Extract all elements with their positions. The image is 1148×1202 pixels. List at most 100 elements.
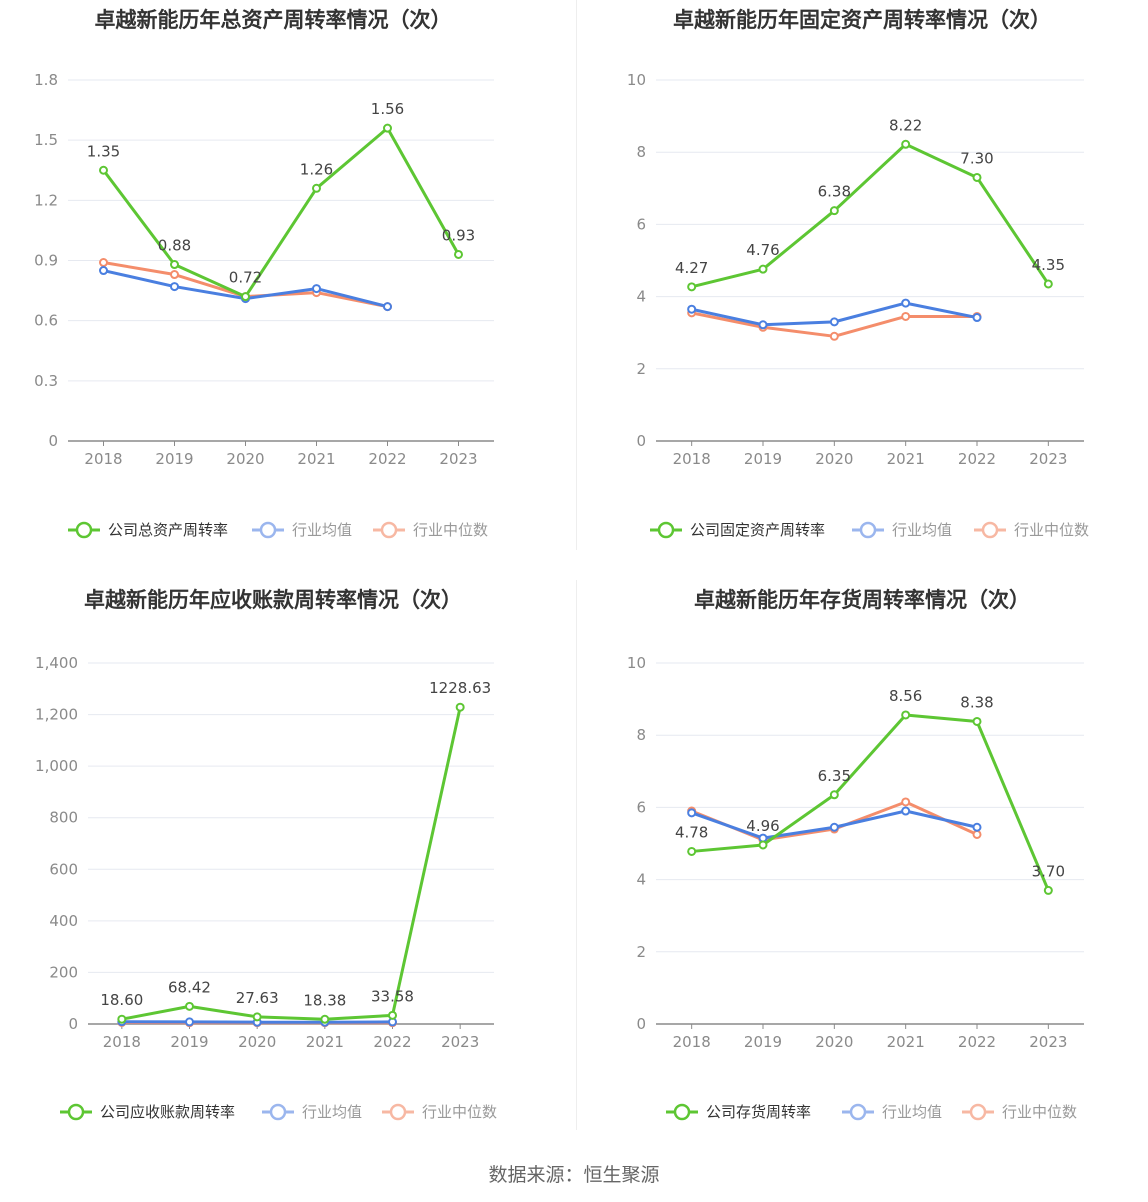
x-tick-label: 2020	[815, 1033, 853, 1051]
median-data-point[interactable]	[829, 331, 839, 341]
y-tick-label: 2	[636, 360, 646, 378]
company-data-point[interactable]	[829, 206, 839, 216]
y-tick-label: 0.3	[34, 372, 58, 390]
company-data-point[interactable]	[1043, 885, 1053, 895]
legend-label-company[interactable]: 公司总资产周转率	[108, 521, 228, 539]
divider-bottom	[576, 580, 577, 1130]
legend-label-avg[interactable]: 行业均值	[892, 521, 952, 539]
company-data-point[interactable]	[901, 710, 911, 720]
legend-marker-avg[interactable]	[859, 521, 877, 539]
y-tick-label: 400	[49, 912, 78, 930]
y-tick-label: 800	[49, 809, 78, 827]
y-tick-label: 1.2	[34, 191, 58, 209]
median-data-point[interactable]	[901, 797, 911, 807]
legend-label-company[interactable]: 公司存货周转率	[706, 1103, 811, 1121]
avg-data-point[interactable]	[99, 266, 108, 276]
data-source: 数据来源：恒生聚源	[488, 1164, 660, 1186]
y-tick-label: 10	[627, 654, 646, 672]
avg-data-point[interactable]	[687, 808, 697, 818]
x-tick-label: 2018	[673, 1033, 711, 1051]
median-data-point[interactable]	[170, 270, 179, 280]
company-data-point[interactable]	[758, 840, 768, 850]
legend-marker-median[interactable]	[969, 1103, 987, 1121]
legend-marker-avg[interactable]	[849, 1103, 867, 1121]
x-tick-label: 2020	[226, 450, 264, 468]
company-data-point[interactable]	[320, 1014, 330, 1024]
chart-title: 卓越新能历年总资产周转率情况（次）	[95, 8, 452, 32]
company-data-point[interactable]	[901, 139, 911, 149]
company-data-point[interactable]	[687, 846, 697, 856]
y-tick-label: 0	[48, 432, 58, 450]
legend-label-median[interactable]: 行业中位数	[1014, 521, 1089, 539]
avg-data-point[interactable]	[901, 806, 911, 816]
legend-label-median[interactable]: 行业中位数	[422, 1103, 497, 1121]
y-tick-label: 0	[636, 1015, 646, 1033]
company-data-point[interactable]	[170, 260, 179, 270]
y-tick-label: 6	[636, 215, 646, 233]
avg-data-point[interactable]	[829, 317, 839, 327]
company-data-point[interactable]	[383, 123, 392, 133]
legend-label-median[interactable]: 行业中位数	[413, 521, 488, 539]
data-label: 8.56	[889, 687, 922, 705]
company-data-point[interactable]	[312, 183, 321, 193]
legend-marker-company[interactable]	[67, 1103, 85, 1121]
avg-data-point[interactable]	[170, 282, 179, 292]
legend-label-company[interactable]: 公司应收账款周转率	[100, 1103, 235, 1121]
company-data-point[interactable]	[185, 1001, 194, 1011]
company-data-point[interactable]	[758, 264, 768, 274]
avg-data-point[interactable]	[383, 302, 392, 312]
legend-marker-median[interactable]	[389, 1103, 407, 1121]
avg-data-point[interactable]	[312, 284, 321, 294]
median-data-point[interactable]	[99, 258, 108, 268]
legend-label-avg[interactable]: 行业均值	[302, 1103, 362, 1121]
median-data-point[interactable]	[972, 829, 982, 839]
legend-label-avg[interactable]: 行业均值	[292, 521, 352, 539]
data-label: 27.63	[236, 989, 279, 1007]
company-data-point[interactable]	[687, 282, 697, 292]
y-tick-label: 1.5	[34, 131, 58, 149]
legend-label-median[interactable]: 行业中位数	[1002, 1103, 1077, 1121]
legend-label-company[interactable]: 公司固定资产周转率	[690, 521, 825, 539]
data-label: 1.26	[300, 160, 333, 178]
avg-data-point[interactable]	[185, 1017, 194, 1027]
legend-marker-median[interactable]	[380, 521, 398, 539]
legend-marker-company[interactable]	[75, 521, 93, 539]
data-label: 18.60	[100, 991, 143, 1009]
chart-inventory-turnover: 卓越新能历年存货周转率情况（次） 0 2 4 6 8 10 2018 2019 2020 2021 2…	[574, 580, 1148, 1160]
avg-data-point[interactable]	[901, 298, 911, 308]
x-tick-label: 2019	[744, 450, 782, 468]
avg-data-point[interactable]	[972, 822, 982, 832]
company-data-point[interactable]	[241, 292, 250, 302]
company-data-point[interactable]	[99, 165, 108, 175]
company-data-point[interactable]	[252, 1012, 262, 1022]
company-data-point[interactable]	[1043, 279, 1053, 289]
company-data-point[interactable]	[972, 172, 982, 182]
x-tick-label: 2020	[238, 1033, 276, 1051]
company-data-point[interactable]	[454, 249, 463, 259]
chart-fixed-asset-turnover: 卓越新能历年固定资产周转率情况（次） 0 2 4 6 8 10 2018 2019 2020 202…	[574, 0, 1148, 580]
company-data-point[interactable]	[117, 1014, 127, 1024]
chart-total-asset-turnover: 卓越新能历年总资产周转率情况（次） 0 0.3 0.6 0.9 1.2 1.5 1.8 2018…	[0, 0, 574, 580]
company-data-point[interactable]	[455, 702, 465, 712]
data-label: 4.96	[746, 817, 779, 835]
legend-label-avg[interactable]: 行业均值	[882, 1103, 942, 1121]
data-label: 33.58	[371, 987, 414, 1005]
avg-data-point[interactable]	[758, 320, 768, 330]
legend-marker-company[interactable]	[657, 521, 675, 539]
x-tick-label: 2022	[958, 450, 996, 468]
legend-marker-median[interactable]	[981, 521, 999, 539]
legend-marker-company[interactable]	[673, 1103, 691, 1121]
data-label: 8.38	[960, 693, 993, 711]
median-data-point[interactable]	[901, 311, 911, 321]
company-data-point[interactable]	[388, 1010, 397, 1020]
legend-marker-avg[interactable]	[259, 521, 277, 539]
x-tick-label: 2023	[1029, 450, 1067, 468]
avg-data-point[interactable]	[972, 313, 982, 323]
company-data-point[interactable]	[829, 790, 839, 800]
company-data-point[interactable]	[972, 716, 982, 726]
legend-marker-avg[interactable]	[269, 1103, 287, 1121]
avg-data-point[interactable]	[687, 304, 697, 314]
y-tick-label: 0.6	[34, 312, 58, 330]
avg-data-point[interactable]	[829, 822, 839, 832]
x-tick-label: 2022	[958, 1033, 996, 1051]
